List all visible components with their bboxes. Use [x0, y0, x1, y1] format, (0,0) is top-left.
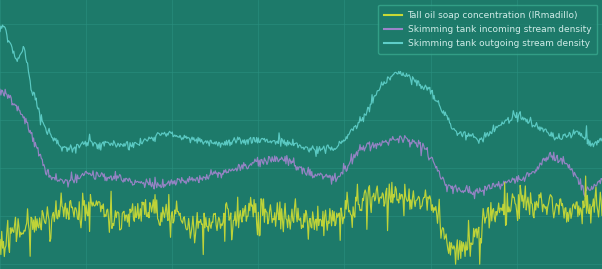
Legend: Tall oil soap concentration (IRmadillo), Skimming tank incoming stream density, : Tall oil soap concentration (IRmadillo),… [377, 5, 598, 54]
